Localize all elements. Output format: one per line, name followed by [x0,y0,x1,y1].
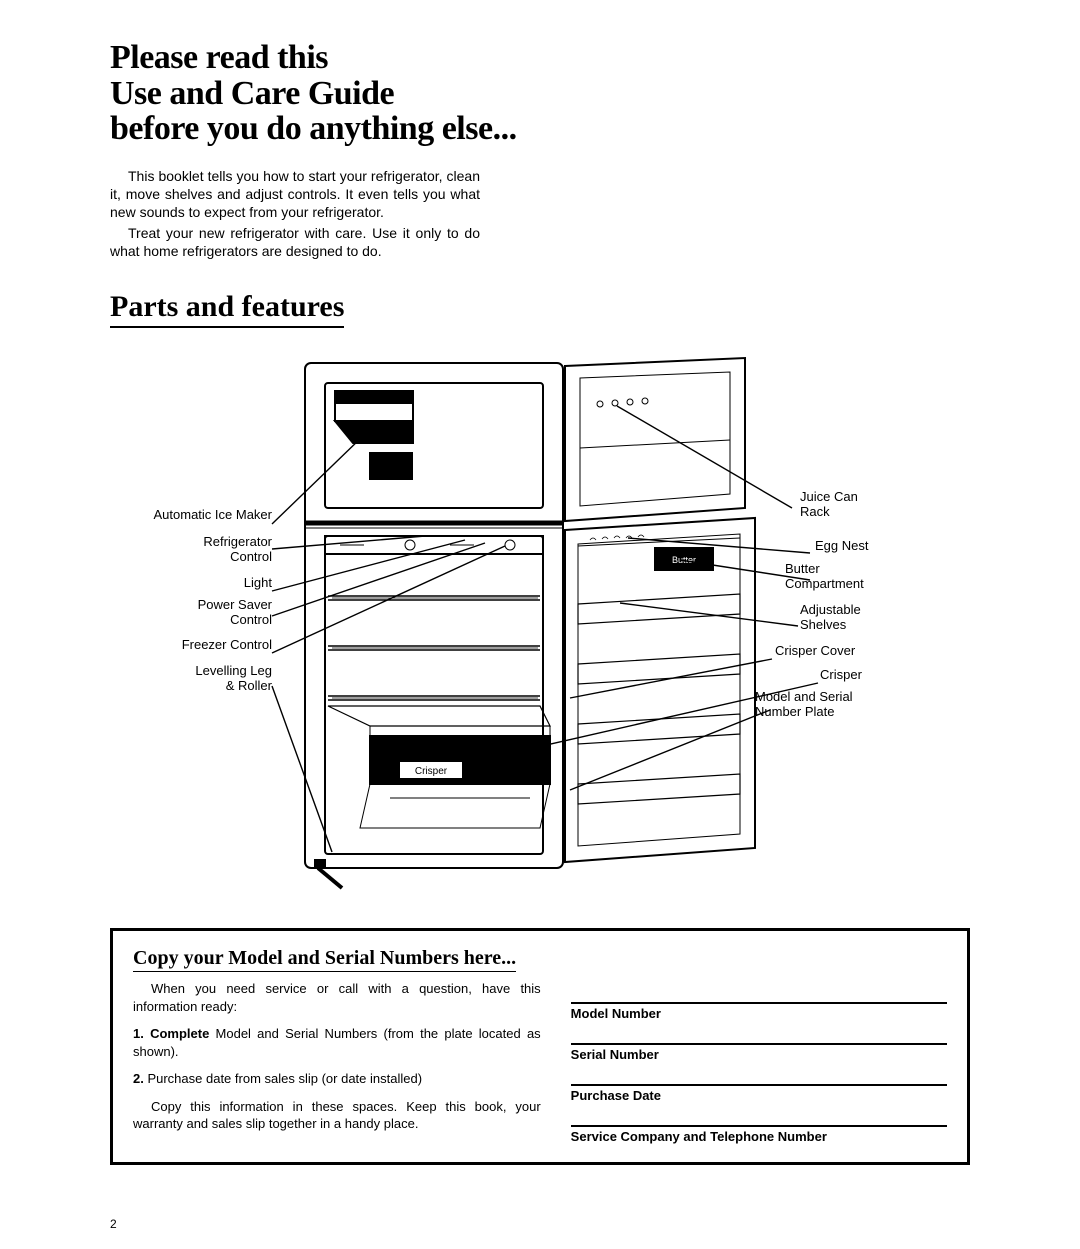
info-li1: 1. Complete Model and Serial Numbers (fr… [133,1025,541,1060]
info-left: When you need service or call with a que… [133,980,541,1144]
page-number: 2 [110,1217,117,1231]
intro-p1: This booklet tells you how to start your… [110,167,480,222]
section-title: Parts and features [110,290,344,328]
label-right-5: Crisper [820,668,862,683]
title-line-3: before you do anything else... [110,110,517,147]
info-li2: 2. Purchase date from sales slip (or dat… [133,1070,541,1088]
label-left-0: Automatic Ice Maker [122,508,272,523]
title-line-1: Please read this [110,39,328,76]
label-right-6: Model and Serial Number Plate [755,690,853,720]
label-right-3: Adjustable Shelves [800,603,861,633]
label-right-1: Egg Nest [815,539,868,554]
label-right-2: Butter Compartment [785,562,864,592]
info-p1: When you need service or call with a que… [133,980,541,1015]
label-left-1: Refrigerator Control [122,535,272,565]
info-p2: Copy this information in these spaces. K… [133,1098,541,1133]
field-purchase: Purchase Date [571,1084,947,1103]
info-right: Model Number Serial Number Purchase Date… [571,980,947,1144]
label-right-4: Crisper Cover [775,644,855,659]
field-model: Model Number [571,1002,947,1021]
page-title: Please read this Use and Care Guide befo… [110,40,970,147]
label-left-4: Freezer Control [122,638,272,653]
field-serial: Serial Number [571,1043,947,1062]
field-service: Service Company and Telephone Number [571,1125,947,1144]
info-title: Copy your Model and Serial Numbers here.… [133,947,516,972]
label-left-2: Light [122,576,272,591]
label-right-0: Juice Can Rack [800,490,858,520]
intro-p2: Treat your new refrigerator with care. U… [110,224,480,260]
page: Please read this Use and Care Guide befo… [0,0,1080,1249]
svg-text:Crisper: Crisper [415,766,448,777]
intro-text: This booklet tells you how to start your… [110,167,480,260]
title-line-2: Use and Care Guide [110,75,394,112]
diagram-area: Crisper [110,348,970,908]
info-box: Copy your Model and Serial Numbers here.… [110,928,970,1165]
label-left-3: Power Saver Control [122,598,272,628]
info-columns: When you need service or call with a que… [133,980,947,1144]
label-left-5: Levelling Leg & Roller [122,664,272,694]
